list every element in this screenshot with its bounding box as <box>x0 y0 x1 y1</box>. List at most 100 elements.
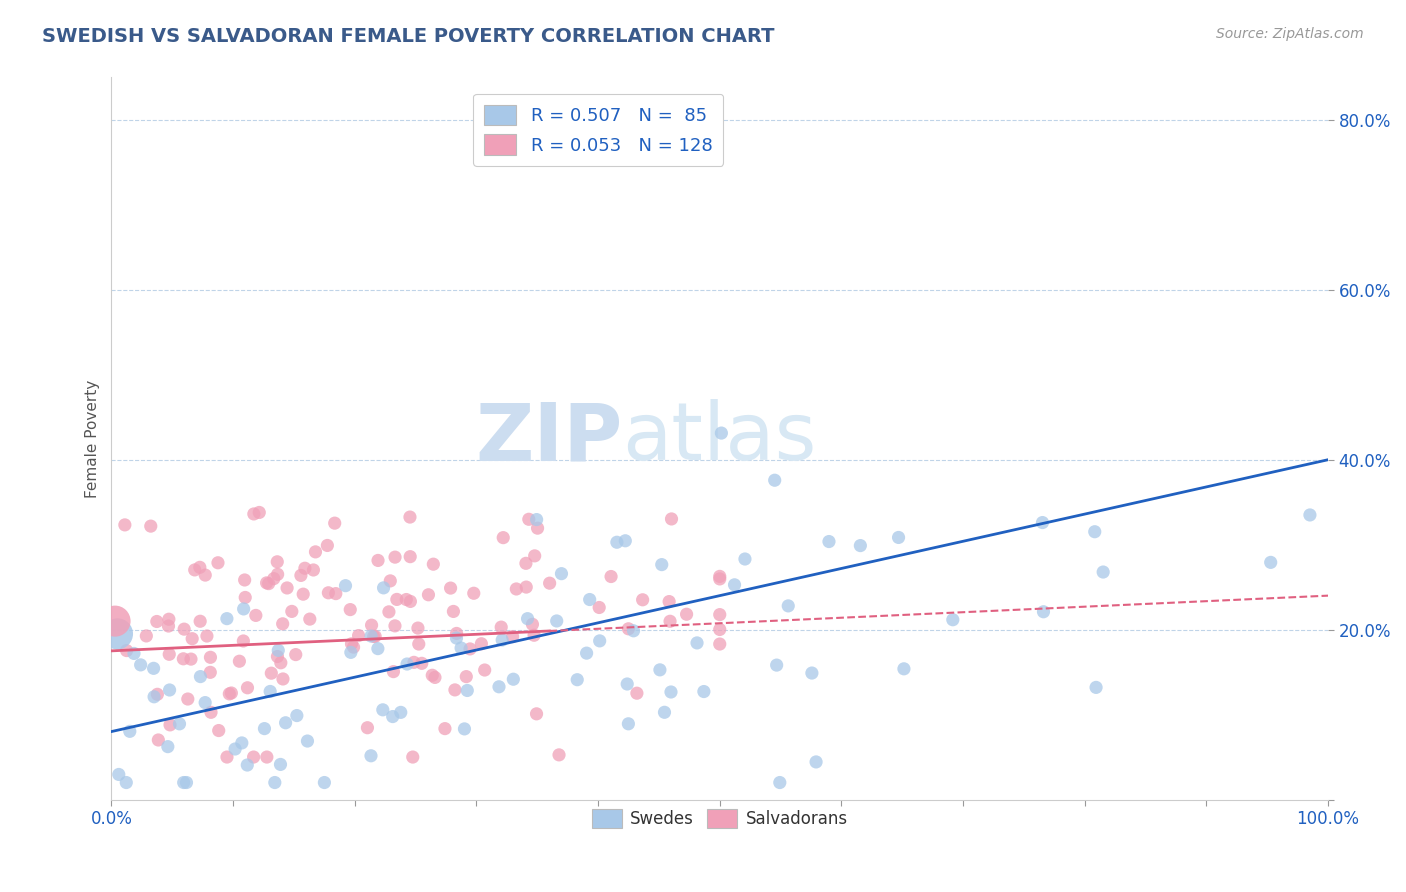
Point <box>173 622 195 636</box>
Point <box>194 696 217 710</box>
Point <box>458 641 481 656</box>
Point <box>290 568 312 582</box>
Point <box>800 666 823 681</box>
Point <box>271 672 294 686</box>
Point <box>107 627 129 641</box>
Point <box>588 600 610 615</box>
Point <box>456 683 478 698</box>
Point <box>243 507 266 521</box>
Point <box>546 614 568 628</box>
Point <box>614 533 637 548</box>
Point <box>270 656 292 670</box>
Point <box>1299 508 1322 522</box>
Point <box>502 672 524 686</box>
Point <box>384 619 406 633</box>
Point <box>339 602 361 616</box>
Point <box>256 750 278 764</box>
Point <box>269 757 291 772</box>
Point <box>115 643 138 657</box>
Point <box>294 561 316 575</box>
Point <box>373 581 395 595</box>
Point <box>316 539 339 553</box>
Point <box>156 739 179 754</box>
Point <box>347 629 370 643</box>
Point <box>228 654 250 668</box>
Point <box>516 612 538 626</box>
Point <box>367 553 389 567</box>
Point <box>159 718 181 732</box>
Point <box>385 592 408 607</box>
Point <box>804 755 827 769</box>
Point <box>654 706 676 720</box>
Point <box>617 716 640 731</box>
Point <box>651 558 673 572</box>
Point <box>114 517 136 532</box>
Point <box>575 646 598 660</box>
Point <box>360 629 382 643</box>
Text: atlas: atlas <box>623 400 817 477</box>
Point <box>389 706 412 720</box>
Point <box>318 586 340 600</box>
Point <box>433 722 456 736</box>
Point <box>157 619 180 633</box>
Point <box>526 706 548 721</box>
Point <box>631 592 654 607</box>
Point <box>616 677 638 691</box>
Point <box>1084 524 1107 539</box>
Point <box>418 588 440 602</box>
Point <box>135 629 157 643</box>
Legend: Swedes, Salvadorans: Swedes, Salvadorans <box>585 802 855 835</box>
Text: Source: ZipAtlas.com: Source: ZipAtlas.com <box>1216 27 1364 41</box>
Text: SWEDISH VS SALVADORAN FEMALE POVERTY CORRELATION CHART: SWEDISH VS SALVADORAN FEMALE POVERTY COR… <box>42 27 775 45</box>
Point <box>517 512 540 526</box>
Point <box>709 623 731 637</box>
Point <box>492 531 515 545</box>
Point <box>382 665 405 679</box>
Point <box>406 621 429 635</box>
Point <box>723 578 745 592</box>
Point <box>233 573 256 587</box>
Point <box>298 612 321 626</box>
Point <box>600 569 623 583</box>
Point <box>266 555 288 569</box>
Point <box>893 662 915 676</box>
Point <box>942 613 965 627</box>
Point <box>177 692 200 706</box>
Point <box>765 658 787 673</box>
Text: ZIP: ZIP <box>475 400 623 477</box>
Point <box>384 550 406 565</box>
Point <box>146 615 169 629</box>
Point <box>734 552 756 566</box>
Point <box>232 602 254 616</box>
Point <box>221 686 243 700</box>
Point <box>200 706 222 720</box>
Point <box>381 709 404 723</box>
Point <box>323 516 346 530</box>
Point <box>169 716 191 731</box>
Point <box>260 666 283 681</box>
Point <box>1085 681 1108 695</box>
Point <box>515 580 537 594</box>
Point <box>523 628 546 642</box>
Point <box>446 626 468 640</box>
Point <box>292 587 315 601</box>
Point <box>617 622 640 636</box>
Point <box>304 545 326 559</box>
Point <box>550 566 572 581</box>
Point <box>271 616 294 631</box>
Point <box>709 569 731 583</box>
Point <box>526 512 548 526</box>
Point <box>686 636 709 650</box>
Point <box>378 605 401 619</box>
Point <box>200 650 222 665</box>
Point <box>274 715 297 730</box>
Point <box>190 670 212 684</box>
Point <box>463 586 485 600</box>
Point <box>172 652 194 666</box>
Point <box>648 663 671 677</box>
Point <box>818 534 841 549</box>
Point <box>267 643 290 657</box>
Point <box>107 767 129 781</box>
Point <box>849 539 872 553</box>
Point <box>236 681 259 695</box>
